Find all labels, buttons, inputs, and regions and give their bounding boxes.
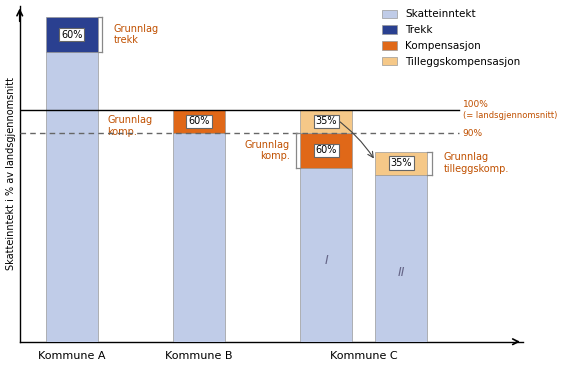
Text: 60%: 60% — [316, 145, 337, 156]
Text: II: II — [398, 266, 405, 279]
Y-axis label: Skatteinntekt i % av landsgjennomsnitt: Skatteinntekt i % av landsgjennomsnitt — [6, 77, 15, 270]
Text: Grunnlag
komp.: Grunnlag komp. — [107, 115, 152, 137]
Bar — [376, 175, 428, 342]
Text: (= landsgjennomsnitt): (= landsgjennomsnitt) — [463, 111, 557, 120]
Text: Grunnlag
tilleggskomp.: Grunnlag tilleggskomp. — [443, 152, 509, 174]
Text: 100%: 100% — [463, 100, 488, 109]
Text: I: I — [324, 254, 328, 267]
Text: Grunnlag
komp.: Grunnlag komp. — [245, 140, 290, 161]
Text: 60%: 60% — [188, 116, 210, 127]
Bar — [46, 17, 98, 52]
Text: 90%: 90% — [463, 128, 483, 138]
Bar — [173, 133, 225, 342]
Text: Grunnlag
trekk: Grunnlag trekk — [114, 24, 159, 46]
Bar — [46, 52, 98, 342]
Bar — [300, 168, 352, 342]
Legend: Skatteinntekt, Trekk, Kompensasjon, Tilleggskompensasjon: Skatteinntekt, Trekk, Kompensasjon, Till… — [380, 7, 523, 69]
Bar — [300, 133, 352, 168]
Bar — [376, 152, 428, 175]
Text: 35%: 35% — [390, 158, 412, 168]
Text: 60%: 60% — [61, 29, 83, 40]
Bar — [300, 110, 352, 133]
Bar — [173, 110, 225, 133]
Text: 35%: 35% — [315, 116, 337, 127]
